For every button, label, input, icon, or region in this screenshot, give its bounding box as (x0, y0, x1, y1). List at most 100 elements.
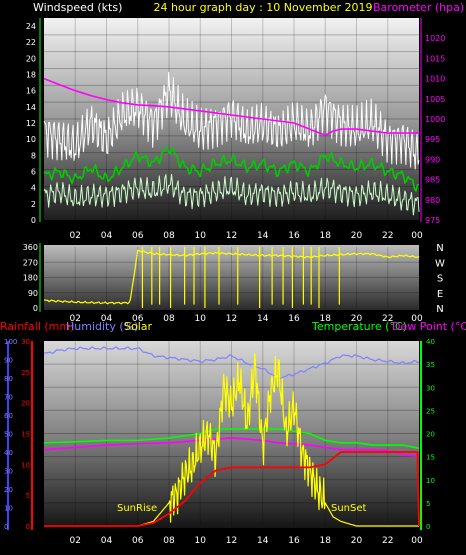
x-tick-label: 16 (288, 314, 300, 324)
solar-axis-title: Solar (124, 320, 153, 333)
wind-y-tick-label: 4 (31, 184, 36, 193)
rainfall-y-tick-label: 5 (26, 492, 30, 500)
temperature-series-line (43, 428, 420, 450)
direction-y-tick-label: 270 (23, 258, 38, 267)
direction-y-tick-label: 0 (33, 304, 38, 313)
x-tick-label: 00 (411, 314, 423, 324)
x-tick-label: 20 (351, 314, 363, 324)
wind-y-tick-label: 22 (26, 38, 36, 47)
barometer-y-tick-label: 1020 (425, 34, 445, 43)
x-tick-label: 10 (195, 536, 207, 546)
compass-label: N (436, 243, 443, 254)
rainfall-y-tick-label: 25 (21, 369, 30, 377)
sunset-label: SunSet (331, 503, 367, 514)
temperature-y-tick-label: 0 (426, 523, 430, 531)
temperature-y-tick-label: 10 (426, 477, 435, 485)
x-tick-label: 10 (195, 314, 207, 324)
humidity-y-tick-label: 30 (4, 468, 13, 476)
compass-label: W (435, 258, 445, 269)
temperature-y-tick-label: 30 (426, 384, 435, 392)
wind-y-tick-label: 2 (31, 200, 36, 209)
x-tick-label: 22 (382, 314, 393, 324)
wind-y-tick-label: 16 (26, 87, 36, 96)
rainfall-series-line (44, 451, 420, 527)
x-tick-label: 06 (132, 314, 144, 324)
direction-series-line (43, 249, 420, 305)
wind-y-tick-label: 10 (26, 135, 36, 144)
barometer-y-tick-label: 990 (425, 155, 440, 164)
barometer-series-line (43, 77, 419, 136)
wind-y-tick-label: 18 (26, 71, 36, 80)
wind-y-tick-label: 12 (26, 119, 36, 128)
x-tick-label: 16 (288, 536, 300, 546)
dewpoint-series-line (43, 437, 420, 458)
x-tick-label: 08 (163, 314, 175, 324)
humidity-y-tick-label: 60 (4, 412, 13, 420)
barometer-y-tick-label: 975 (425, 216, 440, 225)
x-tick-label: 04 (101, 536, 113, 546)
barometer-y-tick-label: 1005 (425, 95, 445, 104)
x-tick-label: 12 (226, 314, 237, 324)
graph-date-title: 24 hour graph day : 10 November 2019 (153, 1, 372, 14)
wind-y-tick-label: 6 (31, 168, 36, 177)
x-tick-label: 00 (411, 536, 423, 546)
x-tick-label: 08 (163, 231, 175, 241)
windspeed-axis-title: Windspeed (kts) (33, 1, 122, 14)
humidity-y-tick-label: 40 (4, 449, 13, 457)
humidity-y-tick-label: 70 (4, 394, 13, 402)
temperature-y-tick-label: 25 (426, 407, 435, 415)
wind-y-tick-label: 24 (26, 22, 36, 31)
x-tick-label: 12 (226, 536, 237, 546)
x-tick-label: 22 (382, 231, 393, 241)
climate-plot-area (44, 341, 419, 528)
wind-y-tick-label: 20 (26, 54, 36, 63)
climate-chart: 0102030405060708090100051015202530051015… (4, 338, 435, 546)
temperature-axis-title: Temperature (°C) (311, 320, 407, 333)
barometer-y-tick-label: 985 (425, 176, 440, 185)
temperature-y-tick-label: 40 (426, 338, 435, 346)
x-tick-label: 10 (195, 231, 207, 241)
x-tick-label: 02 (70, 231, 81, 241)
x-tick-label: 18 (320, 314, 332, 324)
x-tick-label: 16 (288, 231, 300, 241)
barometer-y-tick-label: 980 (425, 196, 440, 205)
barometer-y-tick-label: 1010 (425, 75, 445, 84)
wind-y-tick-label: 8 (31, 151, 36, 160)
x-tick-label: 02 (70, 314, 81, 324)
sunrise-label: SunRise (117, 503, 157, 514)
wind-y-tick-label: 14 (26, 103, 36, 112)
x-tick-label: 00 (411, 231, 423, 241)
humidity-y-tick-label: 80 (4, 375, 13, 383)
dewpoint-axis-title: Dew Point (°C) (392, 320, 466, 333)
barometer-y-tick-label: 1015 (425, 54, 445, 63)
x-tick-label: 12 (226, 231, 237, 241)
humidity-series-line (43, 346, 420, 380)
average-series-line (43, 147, 420, 192)
direction-y-tick-label: 90 (28, 289, 38, 298)
low-series-line (43, 173, 420, 216)
x-tick-label: 18 (320, 536, 332, 546)
temperature-y-tick-label: 15 (426, 454, 435, 462)
humidity-y-tick-label: 20 (4, 486, 13, 494)
x-tick-label: 20 (351, 536, 363, 546)
x-tick-label: 06 (132, 231, 144, 241)
humidity-y-tick-label: 50 (4, 431, 13, 439)
direction-y-tick-label: 180 (23, 274, 38, 283)
x-tick-label: 08 (163, 536, 175, 546)
rainfall-y-tick-label: 30 (21, 338, 30, 346)
x-tick-label: 22 (382, 536, 393, 546)
x-tick-label: 14 (257, 231, 269, 241)
barometer-axis-title: Barometer (hpa) (373, 1, 464, 14)
rainfall-y-tick-label: 20 (21, 400, 30, 408)
gust-series-line (43, 71, 420, 170)
x-tick-label: 14 (257, 536, 269, 546)
humidity-axis-title: Humidity (%) (66, 320, 138, 333)
humidity-y-tick-label: 90 (4, 357, 13, 365)
humidity-y-tick-label: 0 (4, 523, 8, 531)
rainfall-y-tick-label: 15 (21, 431, 30, 439)
temperature-y-tick-label: 35 (426, 361, 435, 369)
x-tick-label: 04 (101, 314, 113, 324)
